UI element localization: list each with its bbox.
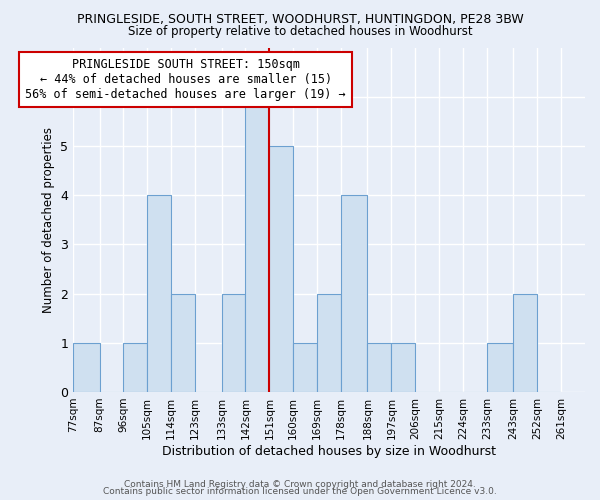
Bar bbox=[73, 343, 100, 392]
Bar bbox=[221, 294, 245, 392]
Bar bbox=[147, 195, 171, 392]
Bar bbox=[245, 96, 269, 392]
Bar bbox=[124, 343, 147, 392]
Bar bbox=[367, 343, 391, 392]
Bar bbox=[341, 195, 367, 392]
X-axis label: Distribution of detached houses by size in Woodhurst: Distribution of detached houses by size … bbox=[162, 444, 496, 458]
Text: Contains public sector information licensed under the Open Government Licence v3: Contains public sector information licen… bbox=[103, 488, 497, 496]
Text: PRINGLESIDE, SOUTH STREET, WOODHURST, HUNTINGDON, PE28 3BW: PRINGLESIDE, SOUTH STREET, WOODHURST, HU… bbox=[77, 12, 523, 26]
Bar bbox=[293, 343, 317, 392]
Y-axis label: Number of detached properties: Number of detached properties bbox=[41, 126, 55, 312]
Bar bbox=[514, 294, 537, 392]
Bar bbox=[269, 146, 293, 392]
Text: Contains HM Land Registry data © Crown copyright and database right 2024.: Contains HM Land Registry data © Crown c… bbox=[124, 480, 476, 489]
Bar bbox=[317, 294, 341, 392]
Text: PRINGLESIDE SOUTH STREET: 150sqm
← 44% of detached houses are smaller (15)
56% o: PRINGLESIDE SOUTH STREET: 150sqm ← 44% o… bbox=[25, 58, 346, 101]
Text: Size of property relative to detached houses in Woodhurst: Size of property relative to detached ho… bbox=[128, 25, 472, 38]
Bar bbox=[391, 343, 415, 392]
Bar bbox=[171, 294, 195, 392]
Bar bbox=[487, 343, 514, 392]
